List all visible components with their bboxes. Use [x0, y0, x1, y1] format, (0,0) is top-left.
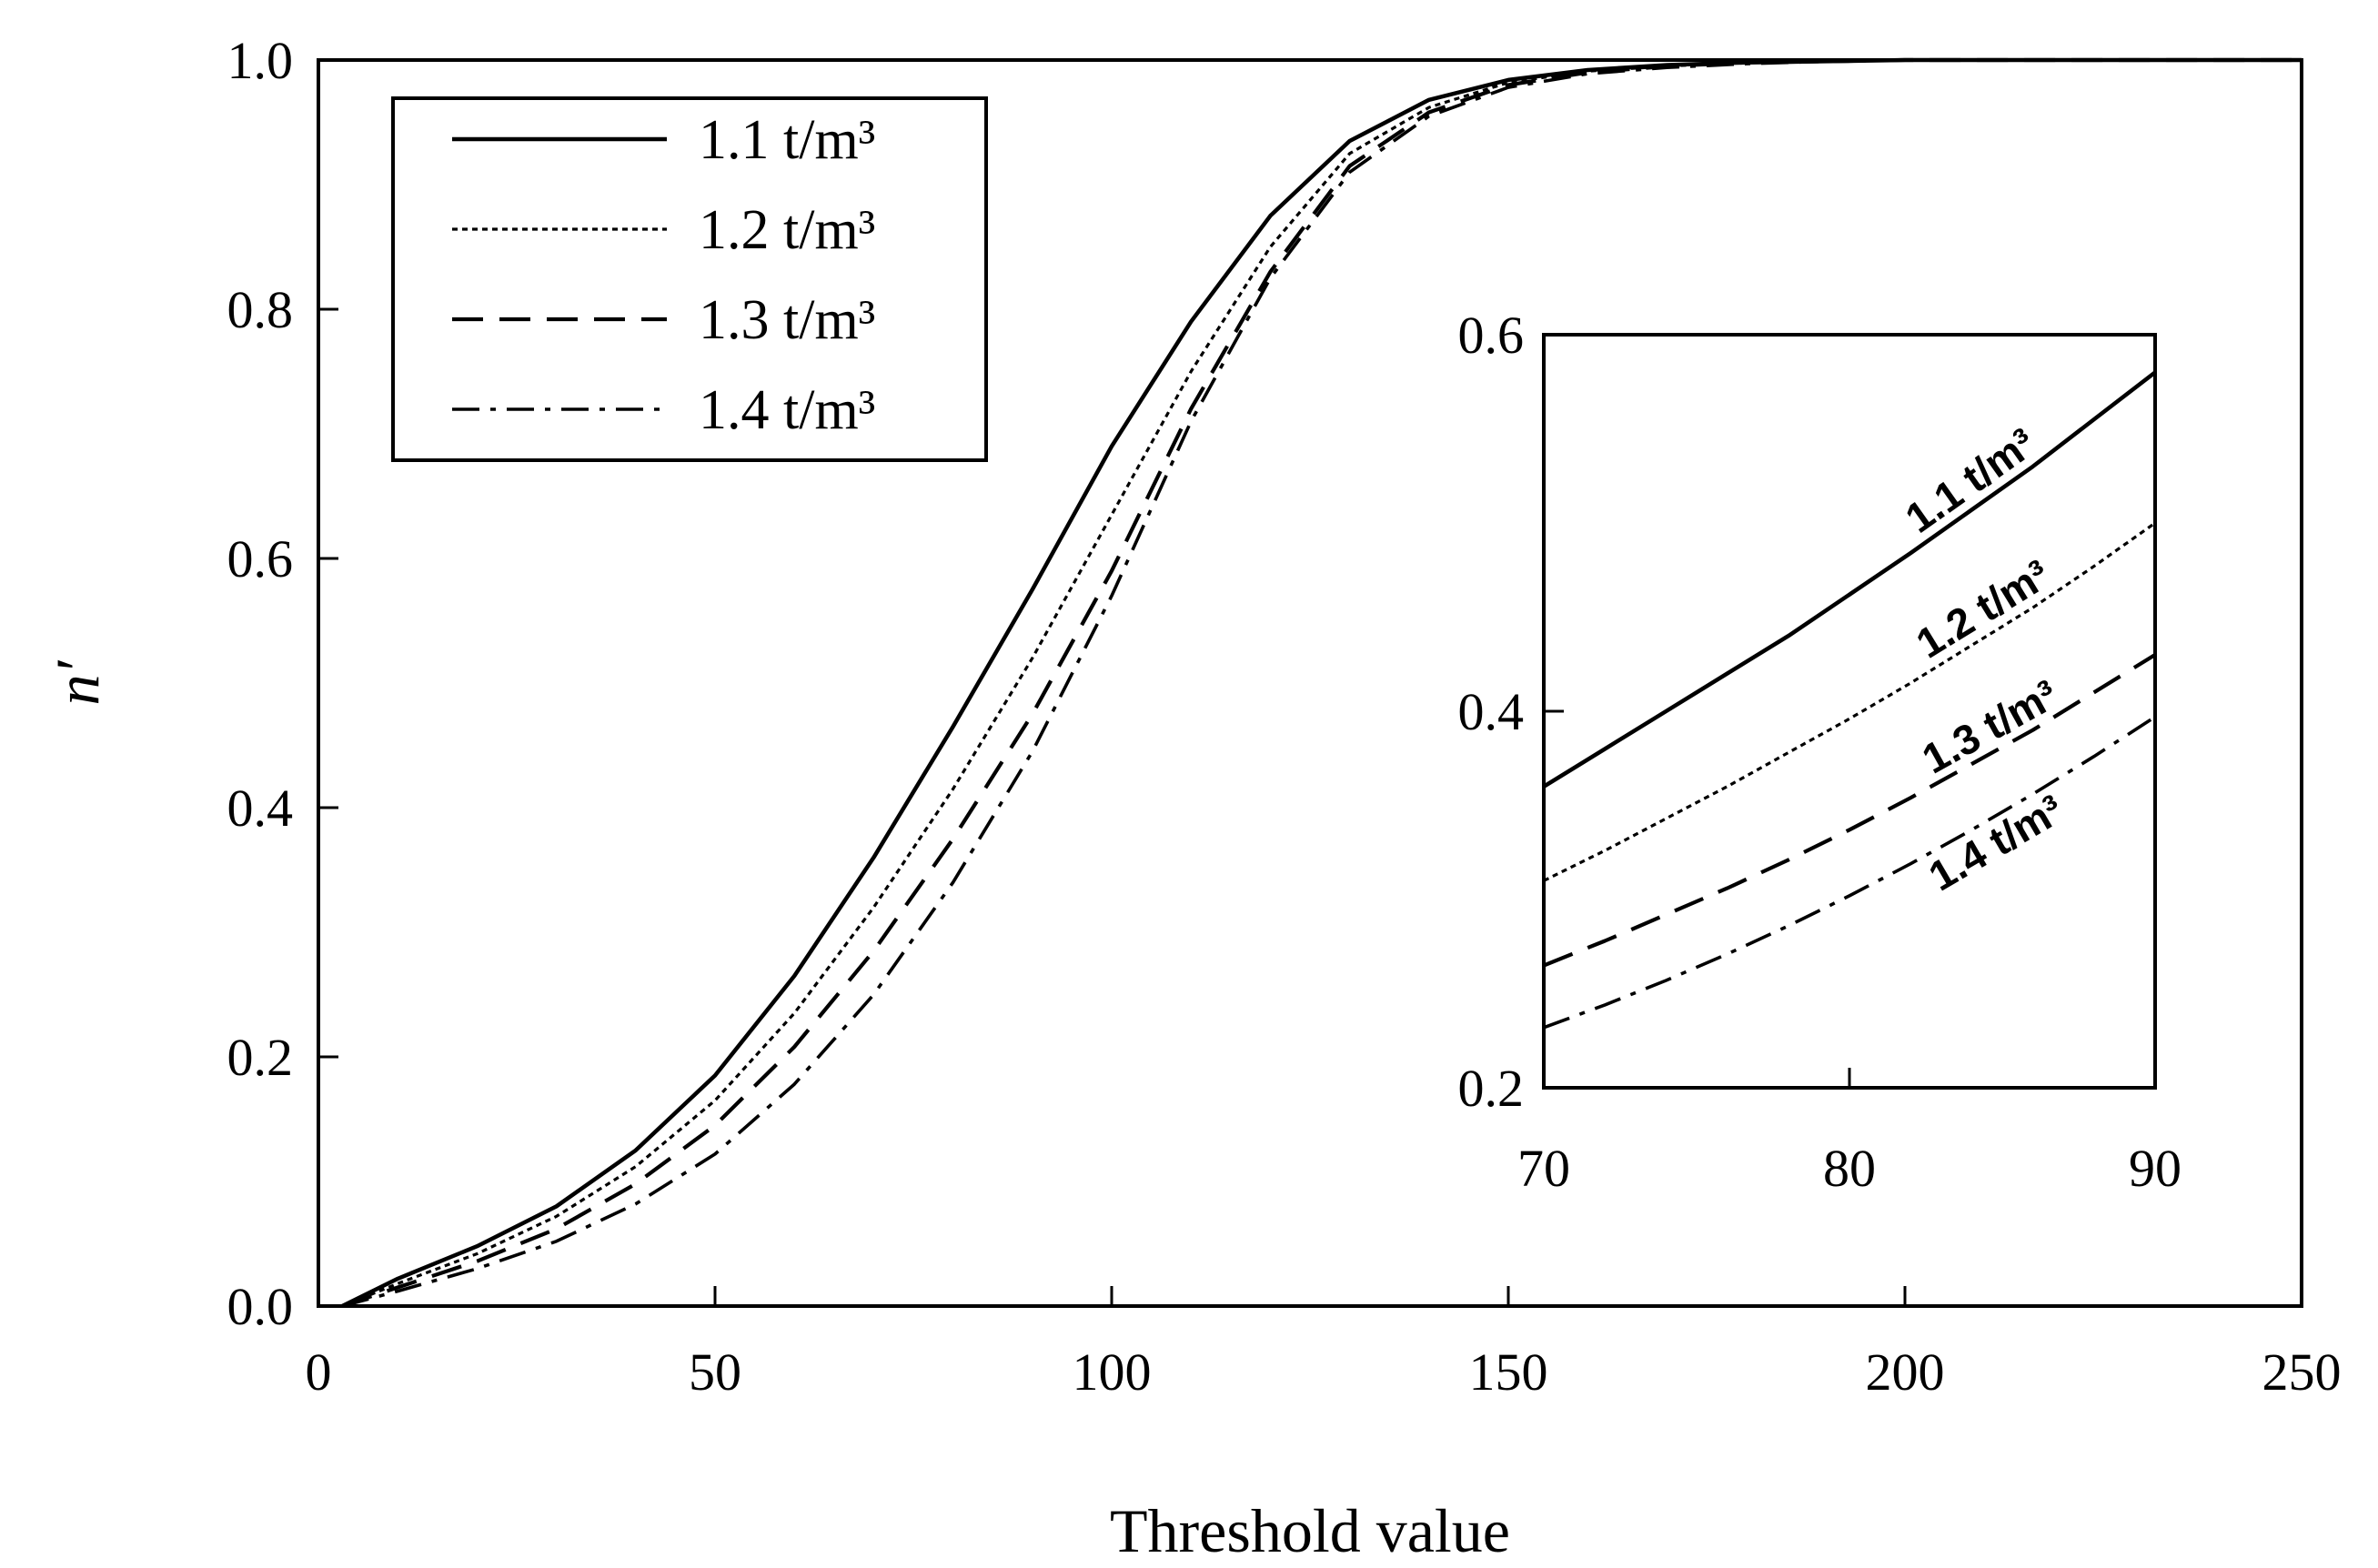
main-y-tick-label: 0.2: [227, 1028, 294, 1087]
legend-label-3: 1.3 t/m³: [699, 289, 875, 351]
main-y-tick-label: 0.6: [227, 529, 294, 588]
legend-label-4: 1.4 t/m³: [699, 379, 875, 441]
inset-y-tick-label: 0.6: [1458, 306, 1525, 365]
main-y-tick-label: 1.0: [227, 31, 294, 90]
main-plot-frame: [317, 58, 2303, 1308]
main-y-tick-label: 0.8: [227, 280, 294, 339]
main-y-tick-label: 0.0: [227, 1277, 294, 1336]
inset-series-line-3: [1544, 653, 2155, 968]
legend-box: [391, 96, 988, 462]
inset-x-tick-label: 80: [1823, 1139, 1876, 1198]
inset-x-tick-label: 70: [1517, 1139, 1570, 1198]
inset-series-line-2: [1544, 521, 2155, 882]
main-series-line-3: [341, 57, 2302, 1308]
inset-y-tick-label: 0.4: [1458, 682, 1525, 741]
inset-series-line-4: [1544, 715, 2155, 1030]
inset-y-tick-label: 0.2: [1458, 1059, 1525, 1118]
inset-series-line-1: [1544, 370, 2155, 789]
main-y-tick-label: 0.4: [227, 779, 294, 838]
main-x-tick-label: 250: [2262, 1342, 2342, 1402]
main-x-tick-label: 100: [1073, 1342, 1152, 1402]
main-x-tick-label: 150: [1469, 1342, 1548, 1402]
main-x-tick-label: 200: [1866, 1342, 1945, 1402]
inset-background: [1544, 335, 2155, 1088]
main-x-tick-label: 0: [306, 1342, 332, 1402]
inset-plot: 70 80 900.20.40.61.1 t/m³1.2 t/m³1.3 t/m³1…: [1458, 306, 2182, 1198]
legend-label-1: 1.1 t/m³: [699, 109, 875, 171]
main-series-line-2: [341, 58, 2302, 1308]
legend-label-2: 1.2 t/m³: [699, 199, 875, 261]
main-x-tick-label: 50: [689, 1342, 741, 1402]
x-axis-label: Threshold value: [1110, 1496, 1510, 1565]
inset-x-tick-label: 90: [2129, 1139, 2182, 1198]
legend: 1.1 t/m³ 1.2 t/m³ 1.3 t/m³ 1.4 t/m³: [391, 96, 988, 462]
main-plot: 0 50 100 150 200 250 0.0 0.2 0.4 0.6 0.8 1.0 Thresho…: [43, 31, 2342, 1565]
y-axis-label: n′: [43, 659, 112, 705]
